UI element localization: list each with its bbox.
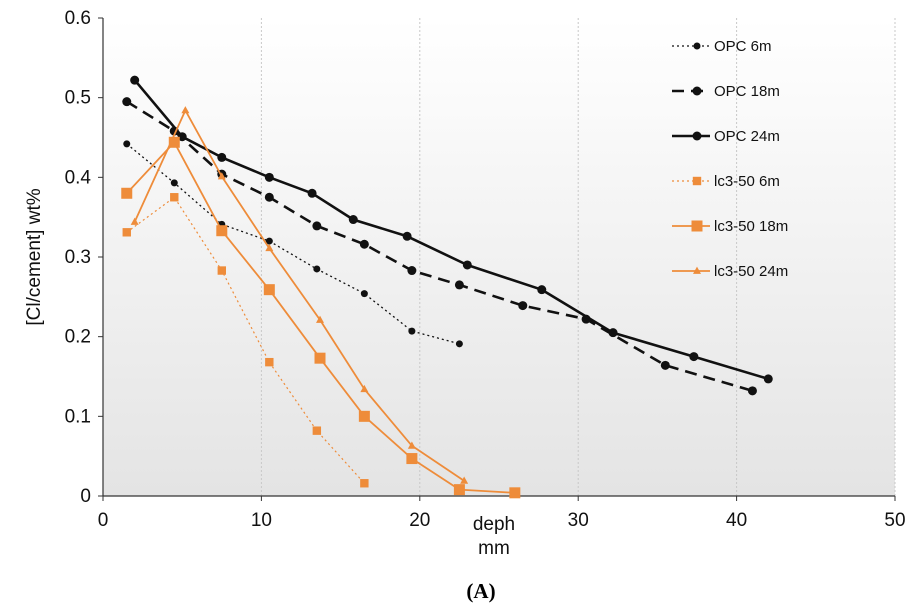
y-tick-label-0.3: 0.3	[65, 247, 91, 268]
data-point-4-7	[453, 484, 465, 496]
data-point-1-7	[454, 280, 464, 290]
data-point-2-6	[402, 231, 412, 241]
legend: OPC 6m OPC 18m OPC 24m lc3-50 6m lc3-50 18m l…	[672, 38, 788, 280]
data-point-1-8	[518, 301, 528, 311]
x-tick-label-50: 50	[884, 510, 905, 531]
series-line-2	[133, 79, 769, 381]
data-point-2-11	[763, 374, 773, 384]
series-4	[121, 136, 521, 499]
legend-label-1: OPC 18m	[714, 83, 780, 100]
data-point-0-3	[265, 237, 273, 245]
data-point-4-1	[168, 136, 180, 148]
y-tick-label-0.1: 0.1	[65, 406, 91, 427]
data-point-1-4	[312, 221, 322, 231]
data-point-1-10	[660, 360, 670, 370]
data-point-3-4	[312, 426, 322, 435]
series-line-0	[126, 143, 460, 345]
legend-marker-4	[691, 220, 703, 232]
y-tick-label-0.2: 0.2	[65, 327, 91, 348]
series-line-5	[133, 109, 465, 482]
x-tick-label-0: 0	[98, 510, 109, 531]
data-point-5-0	[130, 217, 139, 225]
data-point-5-6	[407, 441, 416, 449]
legend-label-4: lc3-50 18m	[714, 218, 788, 235]
data-point-4-2	[216, 225, 228, 237]
data-point-3-0	[122, 228, 131, 237]
data-point-2-0	[130, 75, 140, 85]
data-point-4-4	[314, 352, 326, 364]
legend-marker-0	[693, 42, 701, 50]
data-point-3-5	[360, 479, 369, 488]
data-point-2-3	[264, 172, 274, 182]
y-tick-label-0.4: 0.4	[65, 167, 92, 188]
data-point-1-5	[359, 239, 369, 249]
data-point-2-4	[307, 188, 317, 198]
series-5	[130, 106, 469, 484]
data-point-2-5	[348, 215, 358, 225]
data-point-3-1	[170, 193, 179, 202]
legend-label-2: OPC 24m	[714, 128, 780, 145]
legend-marker-5	[693, 266, 701, 274]
data-point-5-4	[316, 315, 325, 323]
plot-area	[103, 18, 895, 496]
legend-marker-3	[692, 176, 702, 186]
x-tick-label-30: 30	[568, 510, 589, 531]
x-tick-label-40: 40	[726, 510, 747, 531]
legend-marker-1	[692, 86, 702, 96]
data-point-0-6	[408, 327, 416, 335]
data-point-1-0	[122, 97, 132, 107]
data-point-0-4	[313, 265, 321, 273]
data-point-3-2	[217, 266, 226, 275]
data-point-0-0	[123, 140, 131, 148]
axes	[98, 17, 896, 501]
data-point-2-7	[462, 260, 472, 270]
y-tick-label-0.5: 0.5	[65, 88, 91, 109]
series-line-1	[126, 100, 753, 393]
y-axis-label: [Cl/cement] wt%	[24, 188, 45, 325]
figure-caption: (A)	[466, 579, 495, 603]
series-1	[122, 97, 757, 396]
data-point-5-1	[181, 106, 190, 114]
data-point-5-7	[460, 476, 469, 484]
data-point-2-10	[689, 352, 699, 362]
data-point-5-2	[217, 172, 226, 180]
y-tick-labels: 0 0.1 0.2 0.3 0.4 0.5 0.6	[65, 8, 92, 507]
series-0	[123, 140, 463, 348]
data-point-1-11	[747, 386, 757, 396]
data-point-4-0	[121, 187, 133, 199]
legend-label-3: lc3-50 6m	[714, 173, 780, 190]
data-point-1-3	[264, 192, 274, 202]
x-tick-labels: 0 10 20 30 40 50	[98, 510, 906, 531]
legend-marker-2	[692, 131, 702, 141]
y-tick-label-0.6: 0.6	[65, 8, 91, 29]
y-tick-label-0: 0	[80, 486, 91, 507]
data-point-5-3	[265, 243, 274, 252]
data-point-0-1	[170, 179, 178, 187]
data-point-4-8	[509, 487, 521, 499]
data-point-2-9	[608, 328, 618, 338]
data-point-4-6	[406, 453, 418, 465]
x-axis-label-line2: mm	[478, 538, 510, 559]
x-tick-label-10: 10	[251, 510, 272, 531]
data-point-2-2	[217, 152, 227, 162]
series-group	[121, 75, 773, 499]
data-point-1-6	[407, 266, 417, 276]
x-axis-label-line1: deph	[473, 514, 515, 535]
data-point-5-5	[360, 384, 369, 393]
legend-label-5: lc3-50 24m	[714, 263, 788, 280]
data-point-0-7	[455, 340, 463, 348]
x-tick-label-20: 20	[409, 510, 430, 531]
series-2	[130, 75, 773, 384]
series-3	[122, 193, 369, 488]
data-point-0-5	[360, 290, 368, 298]
legend-label-0: OPC 6m	[714, 38, 772, 55]
data-point-3-3	[265, 357, 274, 367]
data-point-4-5	[358, 410, 370, 422]
data-point-4-3	[263, 284, 275, 296]
data-point-2-8	[537, 285, 547, 295]
data-point-2-1	[177, 132, 187, 142]
